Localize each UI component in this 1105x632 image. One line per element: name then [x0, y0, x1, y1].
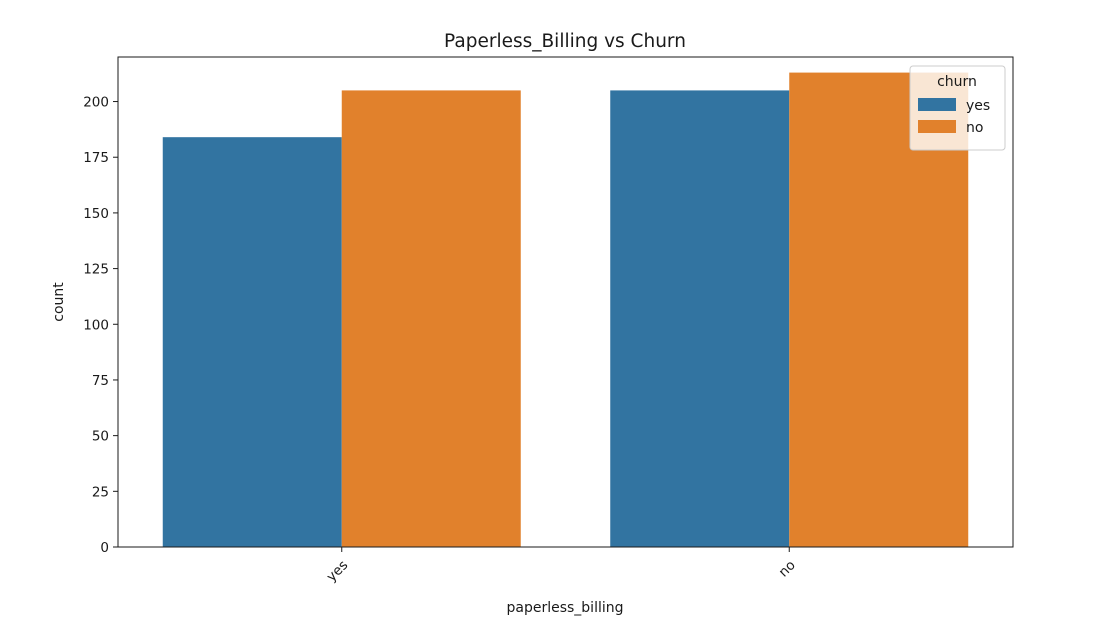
legend-items: yes no — [918, 98, 990, 136]
chart-title: Paperless_Billing vs Churn — [444, 31, 686, 52]
y-tick-label: 200 — [83, 95, 109, 111]
legend-swatch-yes — [918, 98, 956, 111]
y-tick-label: 150 — [83, 206, 109, 222]
bar-no-no — [789, 72, 969, 547]
y-tick-label: 25 — [92, 484, 109, 500]
bar-yes-no — [341, 90, 521, 547]
y-axis: 0 25 50 75 100 125 150 175 200 — [83, 95, 118, 556]
legend-title: churn — [937, 74, 977, 90]
bar-yes-yes — [162, 137, 342, 547]
y-tick-label: 125 — [83, 262, 109, 278]
legend-label-yes: yes — [966, 98, 990, 114]
y-tick-label: 75 — [92, 373, 109, 389]
legend: churn yes no — [909, 65, 1006, 151]
y-tick-label: 175 — [83, 150, 109, 166]
bars-group — [162, 72, 969, 547]
y-tick-label: 50 — [92, 429, 109, 445]
x-axis-label: paperless_billing — [506, 600, 623, 616]
y-tick-label: 0 — [100, 540, 109, 556]
legend-label-no: no — [966, 120, 983, 136]
legend-swatch-no — [918, 120, 956, 133]
plot-frame — [117, 56, 1014, 548]
y-axis-label: count — [51, 282, 67, 322]
y-tick-label: 100 — [83, 317, 109, 333]
bar-no-yes — [610, 90, 790, 547]
